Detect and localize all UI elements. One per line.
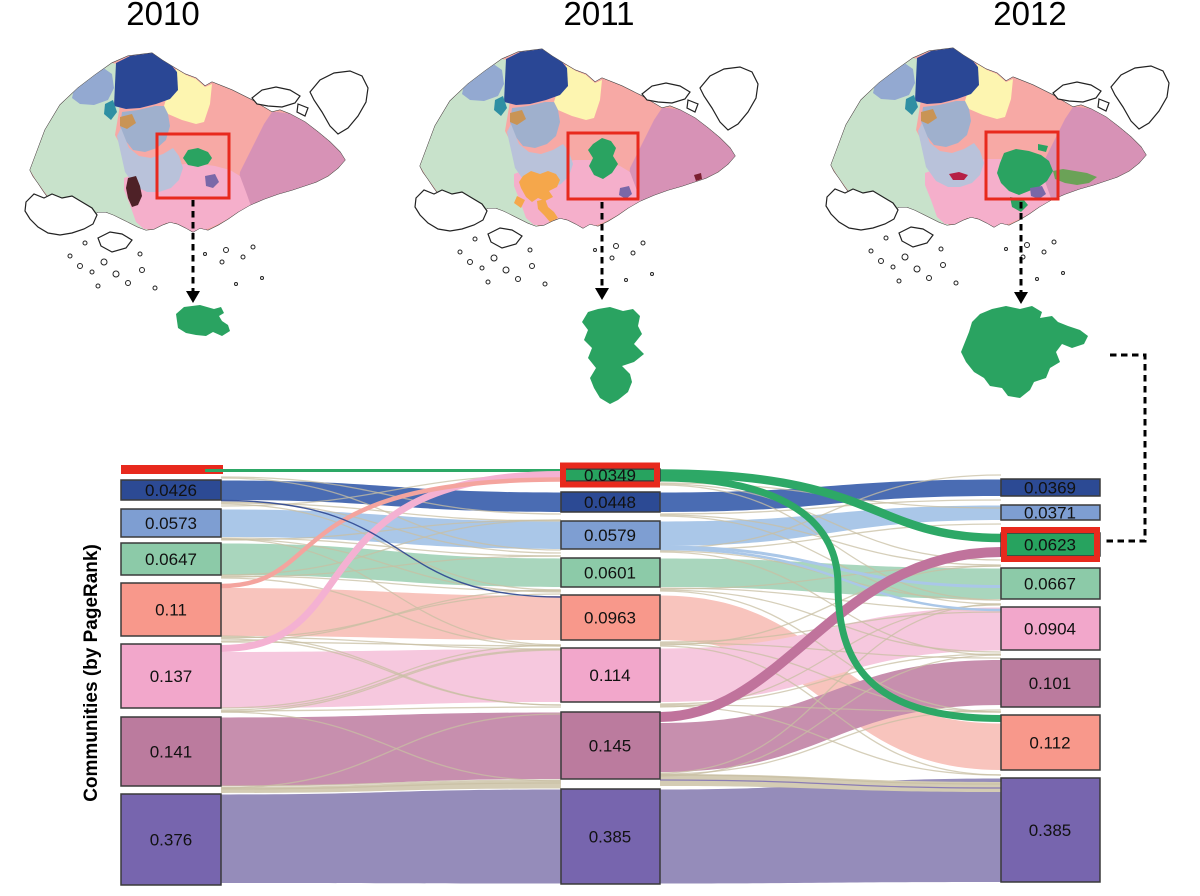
svg-text:0.112: 0.112 bbox=[1029, 734, 1070, 753]
svg-text:0.0904: 0.0904 bbox=[1024, 620, 1076, 639]
svg-text:0.0601: 0.0601 bbox=[584, 564, 636, 583]
svg-text:0.0573: 0.0573 bbox=[145, 514, 197, 533]
svg-text:0.0623: 0.0623 bbox=[1024, 536, 1076, 555]
svg-text:0.0426: 0.0426 bbox=[145, 481, 197, 500]
svg-text:0.376: 0.376 bbox=[150, 831, 193, 850]
svg-text:0.137: 0.137 bbox=[150, 667, 193, 686]
svg-text:0.385: 0.385 bbox=[1029, 821, 1072, 840]
svg-text:0.11: 0.11 bbox=[155, 601, 187, 620]
svg-text:0.141: 0.141 bbox=[150, 743, 193, 762]
svg-text:2011: 2011 bbox=[564, 0, 635, 32]
svg-text:0.0448: 0.0448 bbox=[584, 493, 636, 512]
svg-text:0.385: 0.385 bbox=[589, 828, 632, 847]
svg-text:Communities (by PageRank): Communities (by PageRank) bbox=[81, 544, 102, 802]
svg-text:2010: 2010 bbox=[126, 0, 199, 32]
svg-text:0.101: 0.101 bbox=[1029, 674, 1072, 693]
svg-text:0.0349: 0.0349 bbox=[584, 466, 636, 485]
svg-text:0.145: 0.145 bbox=[589, 737, 632, 756]
svg-text:0.114: 0.114 bbox=[589, 666, 630, 685]
svg-text:0.0369: 0.0369 bbox=[1024, 479, 1076, 498]
svg-text:0.0647: 0.0647 bbox=[145, 550, 197, 569]
svg-text:0.0963: 0.0963 bbox=[584, 609, 636, 628]
svg-text:0.0371: 0.0371 bbox=[1024, 504, 1076, 523]
svg-text:0.0667: 0.0667 bbox=[1024, 575, 1076, 594]
svg-text:2012: 2012 bbox=[993, 0, 1066, 32]
svg-text:0.0579: 0.0579 bbox=[584, 526, 636, 545]
